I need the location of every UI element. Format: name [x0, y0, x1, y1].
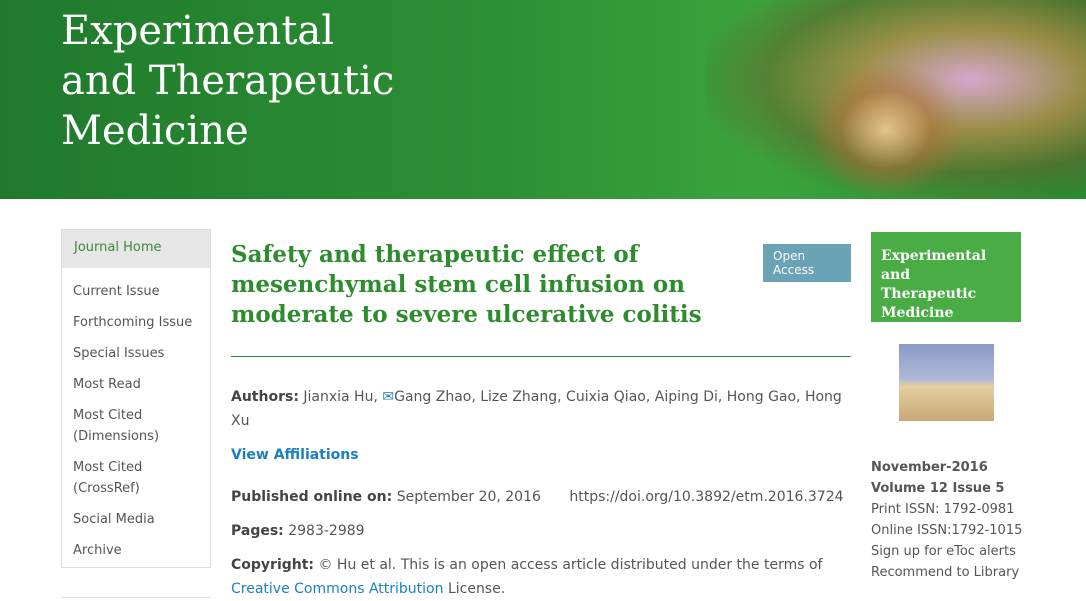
author[interactable]: Jianxia Hu, — [303, 389, 378, 405]
header-banner: Experimental and Therapeutic Medicine — [0, 0, 1086, 199]
pages-label: Pages: — [231, 523, 284, 539]
sidebar-item-most-cited-crossref[interactable]: Most Cited (CrossRef) — [73, 460, 143, 496]
sidebar-nav: Journal Home Current Issue Forthcoming I… — [61, 229, 211, 568]
copyright-text: © Hu et al. This is an open access artic… — [318, 557, 823, 573]
published-label: Published online on: — [231, 489, 393, 505]
open-access-badge: Open Access — [763, 244, 851, 282]
sidebar-item-social-media[interactable]: Social Media — [73, 512, 155, 527]
title-divider — [231, 356, 851, 357]
license-link[interactable]: Creative Commons Attribution — [231, 581, 444, 597]
sidebar-item-current-issue[interactable]: Current Issue — [73, 284, 160, 299]
sidebar-item-most-read[interactable]: Most Read — [73, 377, 141, 392]
banner-molecule-image-detail — [806, 60, 966, 199]
issue-date: November-2016 — [871, 460, 988, 475]
email-icon[interactable]: ✉ — [382, 389, 395, 405]
journal-title[interactable]: Experimental and Therapeutic Medicine — [61, 6, 394, 156]
sidebar-item-archive[interactable]: Archive — [73, 543, 122, 558]
etoc-alerts-link[interactable]: Sign up for eToc alerts — [871, 544, 1016, 559]
pages-value: 2983-2989 — [288, 523, 365, 539]
copyright-label: Copyright: — [231, 557, 315, 573]
issue-volume: Volume 12 Issue 5 — [871, 481, 1005, 496]
copyright-info: Copyright: © Hu et al. This is an open a… — [231, 553, 851, 601]
published-info: Published online on: September 20, 2016 … — [231, 485, 851, 509]
sidebar-item-most-cited-dimensions[interactable]: Most Cited (Dimensions) — [73, 408, 160, 444]
article-title: Safety and therapeutic effect of mesench… — [231, 241, 702, 328]
published-date: September 20, 2016 — [396, 489, 541, 505]
sidebar-item-forthcoming-issue[interactable]: Forthcoming Issue — [73, 315, 193, 330]
sidebar-item-journal-home[interactable]: Journal Home — [62, 230, 210, 268]
issue-cover-figure[interactable] — [899, 344, 994, 421]
article-main: Safety and therapeutic effect of mesench… — [231, 240, 851, 601]
view-affiliations-link[interactable]: View Affiliations — [231, 447, 359, 463]
issue-panel: Experimental and Therapeutic Medicine No… — [871, 232, 1031, 583]
authors-label: Authors: — [231, 389, 299, 405]
recommend-library-link[interactable]: Recommend to Library — [871, 565, 1020, 580]
journal-cover-image[interactable]: Experimental and Therapeutic Medicine — [871, 232, 1021, 322]
online-issn: Online ISSN:1792-1015 — [871, 523, 1023, 538]
journal-title-line: and Therapeutic — [61, 58, 395, 104]
journal-title-line: Medicine — [61, 108, 249, 154]
cover-title-line: Medicine — [881, 305, 954, 321]
cover-title-line: Therapeutic — [881, 286, 977, 302]
cover-title-line: Experimental and — [881, 248, 987, 283]
journal-title-line: Experimental — [61, 8, 335, 54]
sidebar-item-special-issues[interactable]: Special Issues — [73, 346, 165, 361]
authors: Authors: Jianxia Hu, ✉Gang Zhao, Lize Zh… — [231, 385, 851, 433]
license-suffix: License. — [447, 581, 506, 597]
print-issn: Print ISSN: 1792-0981 — [871, 502, 1015, 517]
sidebar-divider — [61, 597, 211, 598]
author-list[interactable]: Gang Zhao, Lize Zhang, Cuixia Qiao, Aipi… — [231, 389, 842, 429]
pages-info: Pages: 2983-2989 — [231, 519, 851, 543]
doi-link[interactable]: https://doi.org/10.3892/etm.2016.3724 — [569, 489, 844, 505]
